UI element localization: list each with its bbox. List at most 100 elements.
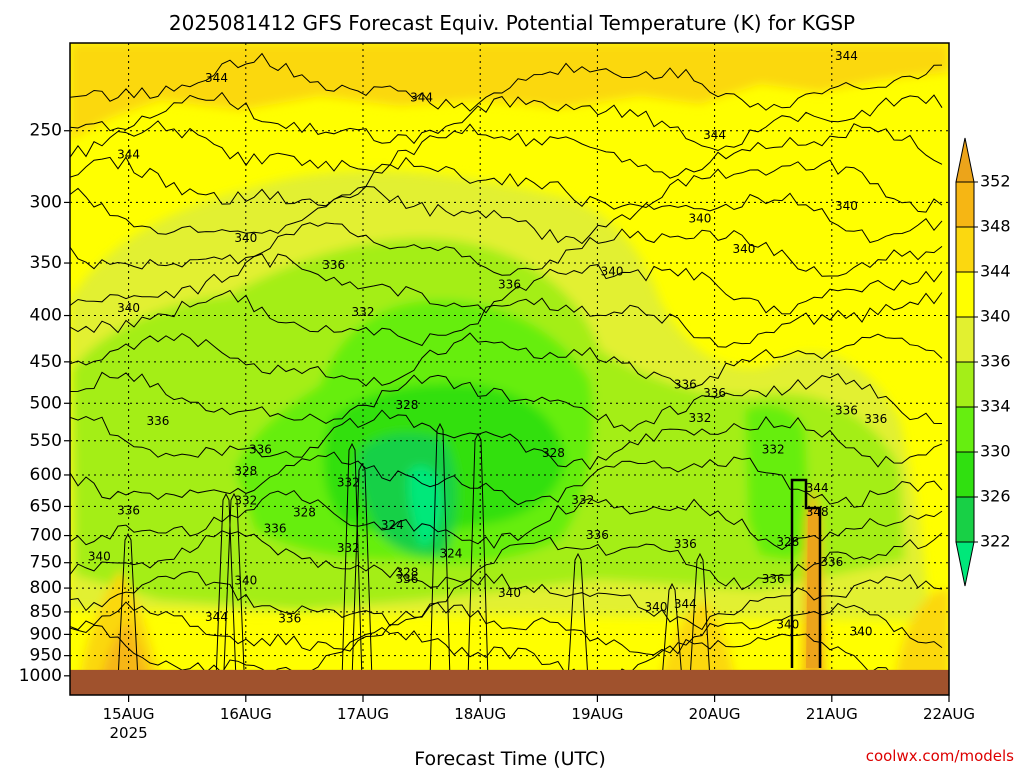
contour-line [689,552,711,681]
contour-label: 340 [732,242,755,256]
x-tick-label: 17AUG [337,705,389,723]
contour-line [70,489,943,551]
contour-label: 336 [249,442,272,456]
contour-label: 336 [703,386,726,400]
contour-label: 332 [571,493,594,507]
contour-label: 344 [117,148,140,162]
y-tick-label: 650 [30,496,62,516]
contour-line [70,332,943,390]
contour-line [215,492,237,681]
band-332b [745,405,810,560]
contour-line [70,451,943,508]
colorbar-label: 330 [980,442,1011,461]
contour-label: 328 [542,446,565,460]
contour-label: 344 [205,610,228,624]
contour-line [661,582,683,681]
contour-label: 332 [337,475,360,489]
credit-label: coolwx.com/models [866,747,1014,765]
contour-label: 336 [264,521,287,535]
contour-label: 336 [322,258,345,272]
colorbar-max-arrow [955,137,975,183]
contour-label: 344 [674,597,697,611]
contour-labels: 344 344 344 344 344 340 340 340 340 340 340 336 336 3… [88,49,887,638]
y-tick-label: 800 [30,578,62,598]
colorbar-segment [955,181,975,228]
contour-label: 336 [146,414,169,428]
contour-label: 340 [601,264,624,278]
contour-label: 336 [674,537,697,551]
colorbar-segment [955,226,975,273]
contour-label: 344 [410,90,433,104]
x-tick-sublabel: 2025 [110,724,148,742]
contour-label: 332 [234,493,257,507]
contour-label: 344 [835,49,858,63]
colorbar: 352 348 344 340 336 334 330 326 322 [955,137,1011,587]
contour-line [70,120,943,179]
contour-label: 336 [864,412,887,426]
y-tick-label: 700 [30,526,62,546]
contour-line [70,156,943,213]
x-tick-label: 19AUG [571,705,623,723]
y-tick-label: 250 [30,121,62,141]
y-axis: 2503003504004505005506006507007508008509… [19,121,70,686]
band-low-orange-4 [895,590,949,680]
contour-label: 332 [762,442,785,456]
contour-line [429,422,451,681]
y-tick-label: 750 [30,553,62,573]
y-tick-label: 400 [30,306,62,326]
y-tick-label: 500 [30,393,62,413]
y-tick-label: 600 [30,465,62,485]
contour-line [70,253,943,315]
contour-label: 340 [234,574,257,588]
colorbar-segment [955,361,975,408]
contour-label: 340 [88,549,111,563]
colorbar-label: 336 [980,352,1011,371]
contour-label: 336 [117,504,140,518]
contour-line [70,185,943,245]
contour-label: 348 [806,505,829,519]
colorbar-label: 352 [980,172,1011,191]
band-upper-orange [70,43,949,140]
colorbar-segment [955,496,975,543]
contour-line [70,289,943,348]
contour-label: 336 [498,277,521,291]
contour-label: 340 [117,301,140,315]
plot-area: 344 344 344 344 344 340 340 340 340 340 340 336 336 3… [70,43,949,695]
x-tick-label: 15AUG [103,705,155,723]
contour-label: 340 [234,231,257,245]
contour-label: 340 [850,624,873,638]
contour-label: 332 [352,305,375,319]
contour-label: 336 [820,555,843,569]
contour-line [223,492,245,671]
contour-line [70,624,943,683]
contour-line [70,409,943,471]
contour-lines [70,52,943,683]
contour-label: 332 [688,411,711,425]
contour-line [70,601,943,656]
y-tick-label: 1000 [19,666,62,686]
contour-line [70,52,943,112]
colorbar-label: 340 [980,307,1011,326]
y-tick-label: 300 [30,192,62,212]
plume-edge [790,478,822,668]
contour-line [70,222,943,277]
x-tick-label: 16AUG [220,705,272,723]
contour-label: 340 [835,199,858,213]
contour-label: 340 [645,600,668,614]
x-tick-label: 20AUG [689,705,741,723]
y-tick-label: 450 [30,352,62,372]
shaded-field [70,43,949,680]
contour-line [567,552,589,681]
y-tick-label: 850 [30,602,62,622]
y-tick-label: 550 [30,431,62,451]
chart-title: 2025081412 GFS Forecast Equiv. Potential… [169,11,855,35]
colorbar-label: 344 [980,262,1011,281]
x-tick-label: 22AUG [923,705,975,723]
contour-line [70,371,943,432]
contour-label: 324 [381,518,404,532]
contour-line [70,570,943,631]
contour-label: 328 [234,464,257,478]
contour-label: 328 [776,535,799,549]
